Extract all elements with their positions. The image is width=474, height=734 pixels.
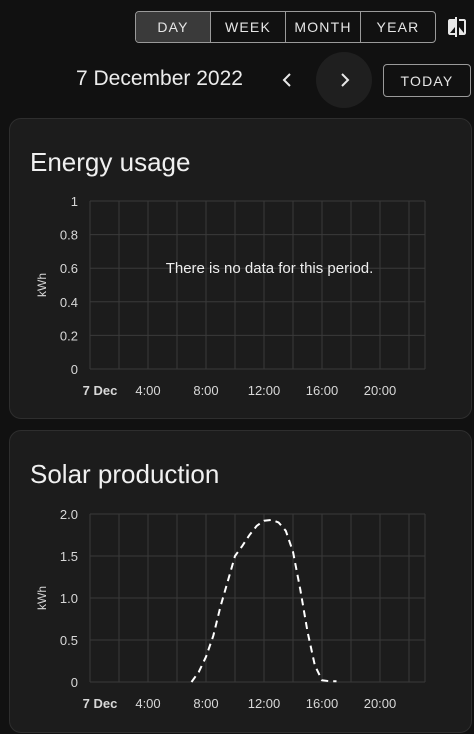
previous-period-button[interactable]	[273, 64, 303, 96]
date-toolbar: DAY WEEK MONTH YEAR 7 December 2022 TODA…	[0, 0, 474, 110]
y-tick-label: 1.0	[60, 591, 78, 606]
chevron-right-icon	[341, 73, 350, 87]
period-month-button[interactable]: MONTH	[286, 12, 361, 42]
y-tick-label: 0	[71, 675, 78, 690]
y-tick-label: 0.6	[60, 261, 78, 276]
y-tick-label: 1.5	[60, 549, 78, 564]
card-title: Solar production	[30, 459, 220, 489]
y-axis-label: kWh	[35, 273, 49, 297]
y-tick-label: 0.4	[60, 295, 78, 310]
x-tick-label: 16:00	[306, 696, 339, 711]
y-tick-label: 0	[71, 362, 78, 377]
x-tick-label: 20:00	[364, 383, 397, 398]
x-tick-label: 20:00	[364, 696, 397, 711]
y-tick-label: 2.0	[60, 507, 78, 522]
x-tick-label: 4:00	[135, 696, 160, 711]
no-data-message: There is no data for this period.	[166, 260, 374, 277]
y-axis-label: kWh	[35, 586, 49, 610]
solar-production-chart: 0 0.5 1.0 1.5 2.0 7 Dec 4:00 8:00 12:00 16:00 20:…	[35, 507, 426, 711]
x-tick-label: 8:00	[193, 696, 218, 711]
y-tick-label: 0.5	[60, 633, 78, 648]
y-tick-label: 1	[71, 194, 78, 209]
period-year-button[interactable]: YEAR	[376, 19, 420, 35]
period-selector: DAY WEEK MONTH YEAR	[135, 11, 436, 43]
y-tick-label: 0.8	[60, 228, 78, 243]
energy-usage-chart: 0 0.2 0.4 0.6 0.8 1 7 Dec 4:00 8:00 12:00 16:00 20…	[35, 194, 426, 398]
next-period-button[interactable]	[316, 52, 372, 108]
compare-icon[interactable]	[445, 15, 469, 39]
energy-usage-card: Energy usage 0 0.2 0.4 0.6 0.8 1 7 Dec 4:00 8:0…	[9, 118, 472, 419]
period-week-button[interactable]: WEEK	[211, 12, 286, 42]
x-tick-label: 4:00	[135, 383, 160, 398]
x-tick-label: 8:00	[193, 383, 218, 398]
period-day-button[interactable]: DAY	[136, 12, 211, 42]
x-tick-label: 16:00	[306, 383, 339, 398]
current-date-label: 7 December 2022	[76, 67, 243, 90]
chevron-left-icon	[282, 73, 291, 87]
today-button[interactable]: TODAY	[383, 64, 471, 97]
x-tick-label: 12:00	[248, 383, 281, 398]
solar-production-card: Solar production 0 0.5 1.0 1.5 2.0 7 Dec 4:00…	[9, 430, 472, 733]
x-tick-label: 7 Dec	[83, 383, 118, 398]
solar-series-line	[190, 518, 337, 683]
x-tick-label: 7 Dec	[83, 696, 118, 711]
x-tick-label: 12:00	[248, 696, 281, 711]
y-tick-label: 0.2	[60, 328, 78, 343]
card-title: Energy usage	[30, 147, 191, 177]
